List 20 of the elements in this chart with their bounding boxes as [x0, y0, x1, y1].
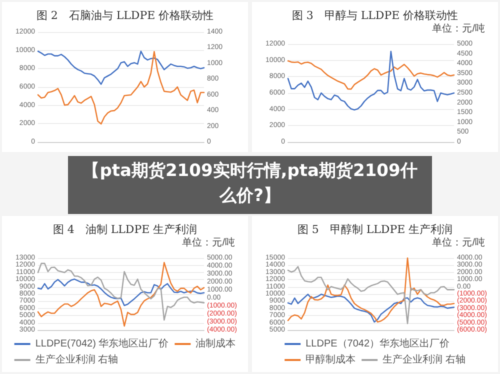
legend-label: 甲醇制成本 [306, 354, 356, 366]
chart-title: 图 3 甲醇与 LLDPE 价格联动性 [292, 9, 458, 22]
chart-subtitle: 单位：元/吨 [432, 22, 486, 34]
line-series [37, 50, 205, 85]
chart-title: 图 4 油制 LLDPE 生产利润 [52, 223, 198, 236]
chart-subtitle: 单位：元/吨 [182, 236, 236, 248]
text: 【pta期货2109实时行情,pta期货2109什么价?】 [68, 156, 432, 214]
line-series [287, 50, 455, 111]
line-series [37, 278, 205, 306]
legend-label: LLDPE(7042) 华东地区出厂价 [35, 338, 169, 350]
line-series [287, 294, 455, 323]
chart-subtitle: 单位：元/吨 [432, 236, 486, 248]
chart-title: 图 5 甲醇制 LLDPE 生产利润 [297, 223, 453, 236]
legend-label: 生产企业利润 右轴 [382, 354, 466, 366]
legend-label: LLDPE（7042）华东地区出厂价 [306, 338, 450, 350]
line-series [37, 50, 205, 125]
legend-label: 生产企业利润 右轴 [35, 354, 118, 366]
legend-label: 油制成本 [196, 338, 236, 350]
chart-title: 图 2 石脑油与 LLDPE 价格联动性 [36, 9, 214, 22]
line-series [287, 60, 455, 90]
